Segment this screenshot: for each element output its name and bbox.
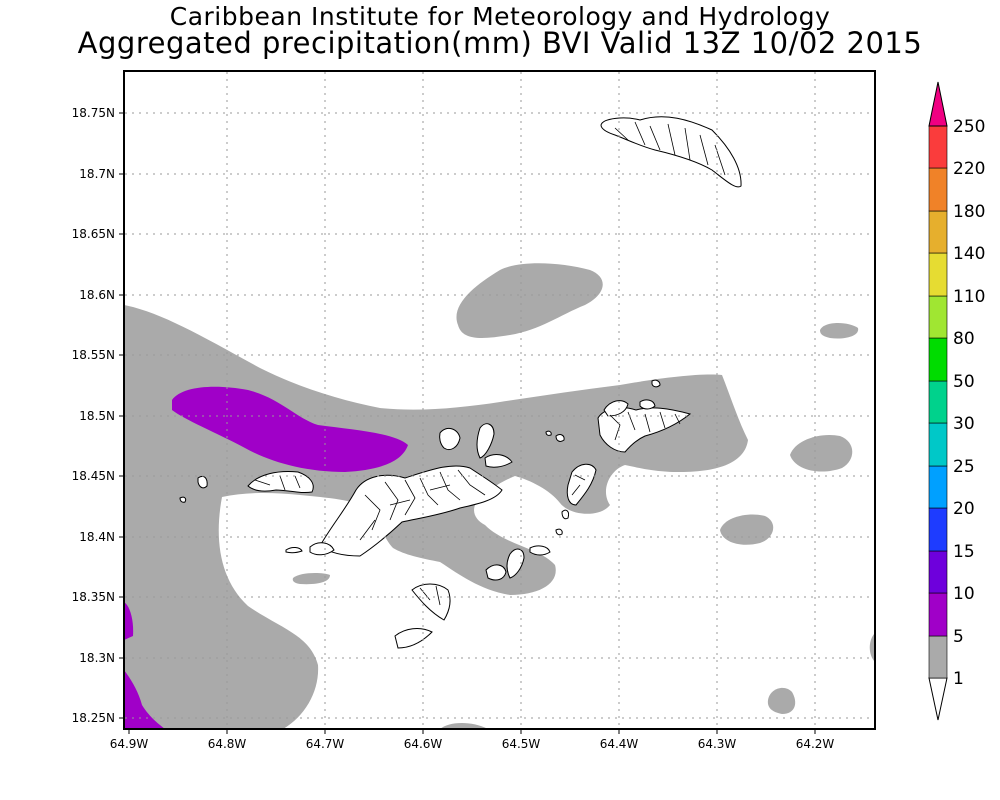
island-sandy-cay [197,475,208,489]
lon-tick-label: 64.7W [306,737,345,751]
colorbar-label: 5 [953,627,964,647]
colorbar-label: 10 [953,584,975,604]
precip-area-south-oval [767,687,796,714]
colorbar-segment [928,422,948,467]
island-camanoe [545,430,552,436]
island-small-bay [555,528,563,536]
lon-tick-label: 64.8W [208,737,247,751]
colorbar-label: 25 [953,457,975,477]
colorbar-label: 50 [953,372,975,392]
colorbar-segment [928,295,948,339]
lat-tick-label: 18.3N [79,651,115,665]
colorbar-label: 140 [953,244,985,264]
precip-area-purple-sw [124,602,134,640]
lat-tick-label: 18.65N [72,227,115,241]
island-cooper [485,564,507,581]
precip-area-east-oval [790,434,853,472]
lon-axis-labels: 64.9W 64.8W 64.7W 64.6W 64.5W 64.4W 64.3… [110,737,835,751]
lon-tick-label: 64.6W [404,737,443,751]
island-salt [529,545,551,556]
colorbar-segment [928,635,948,679]
colorbar-label: 250 [953,117,985,137]
colorbar-lower-arrow [928,677,948,721]
colorbar-label: 220 [953,159,985,179]
colorbar-segment [928,380,948,424]
island-outlines [179,116,742,649]
precip-5-10mm-areas [124,386,408,729]
colorbar-label: 180 [953,202,985,222]
island-mosquito [603,400,629,417]
colorbar-segment [928,167,948,212]
colorbar-segment [928,210,948,254]
lat-tick-label: 18.75N [72,106,115,120]
plot-area [124,71,875,729]
lat-tick-label: 18.6N [79,288,115,302]
island-guana [476,423,495,459]
lon-tick-label: 64.5W [502,737,541,751]
precip-area-southeast-oval [720,514,774,545]
lat-tick-label: 18.55N [72,348,115,362]
colorbar-label: 20 [953,499,975,519]
lat-axis-labels: 18.25N 18.3N 18.35N 18.4N 18.45N 18.5N 1… [72,106,115,725]
island-fallen-jerusalem [561,509,569,520]
island-marina-cay [555,434,565,442]
precip-area-purple-main [172,386,408,472]
map-subtitle: Aggregated precipitation(mm) BVI Valid 1… [77,26,923,60]
colorbar-label: 30 [953,414,975,434]
colorbar-segment [928,337,948,382]
precip-area-south-sliver [440,722,488,729]
colorbar-segment [928,125,948,169]
colorbar-label: 80 [953,329,975,349]
map-title: Caribbean Institute for Meteorology and … [169,2,831,31]
lat-tick-label: 18.7N [79,167,115,181]
colorbar-segment [928,507,948,552]
axis-ticks [119,112,816,734]
precip-area-north-blob [456,263,603,338]
island-little-thatch [285,547,303,554]
colorbar-segment [928,550,948,594]
lon-tick-label: 64.9W [110,737,149,751]
island-ginger [506,548,525,579]
island-beef [439,427,461,451]
colorbar-segment [928,252,948,297]
island-scrub [484,454,513,468]
island-west-cay [179,496,187,503]
precip-area-east-edge [869,633,875,662]
plot-frame [123,70,876,730]
island-gorda-south [566,463,597,506]
lon-tick-label: 64.3W [698,737,737,751]
lat-tick-label: 18.4N [79,530,115,544]
lat-tick-label: 18.25N [72,711,115,725]
precip-area-east-small [820,323,859,339]
island-necker [651,379,661,388]
lat-tick-label: 18.45N [72,469,115,483]
island-great-thatch [309,542,335,556]
precip-area-purple-corner [124,670,165,729]
colorbar-segment [928,592,948,637]
colorbar-label: 110 [953,287,985,307]
lon-tick-label: 64.4W [600,737,639,751]
island-prickly-pear [639,399,656,410]
island-jost-van-dyke [247,471,314,494]
colorbar: 1 5 10 15 20 25 30 50 80 110 140 180 220… [928,81,985,721]
colorbar-label: 15 [953,542,975,562]
island-norman [411,583,451,621]
island-anegada [600,116,742,188]
island-subdivision-lines [254,121,726,606]
colorbar-upper-arrow [928,81,948,127]
colorbar-segment [928,465,948,509]
lat-tick-label: 18.5N [79,409,115,423]
colorbar-label: 1 [953,669,964,689]
lat-tick-label: 18.35N [72,590,115,604]
precip-area-small-sw [292,573,330,585]
lon-tick-label: 64.2W [796,737,835,751]
